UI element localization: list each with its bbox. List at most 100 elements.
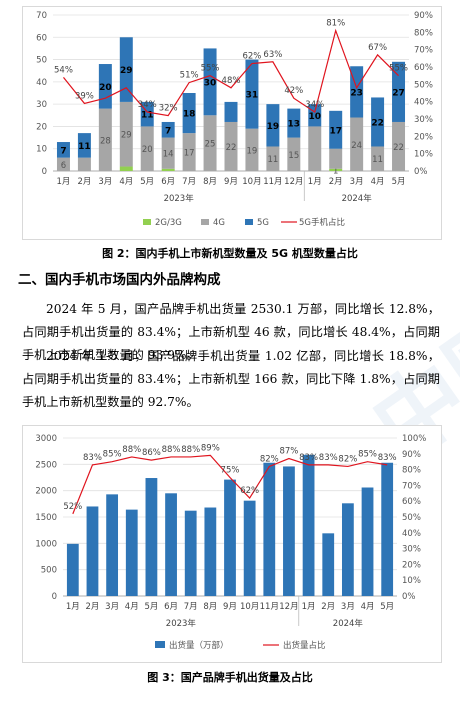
bar-label-4G: 20 <box>142 145 153 155</box>
legend-label: 5G <box>257 218 269 228</box>
bar-2G/3G <box>329 168 343 171</box>
line-label: 83% <box>378 453 397 463</box>
line-label: 62% <box>240 486 259 496</box>
chart-domestic-shipments-svg: 0 500 1000 1500 2000 2500 3000 0% 10% 20% 30% 40% 50… <box>35 434 426 651</box>
bar-label-5G: 11 <box>141 111 154 121</box>
legend-label: 出货量（万部） <box>169 640 229 651</box>
bar-label-5G: 7 <box>165 126 171 136</box>
line-shipment-share <box>72 454 388 515</box>
bar-shipment <box>263 462 276 596</box>
bar-label-5G: 27 <box>392 88 405 98</box>
bar-label-5G: 17 <box>329 126 342 136</box>
line-label: 34% <box>305 100 324 110</box>
bar-label-5G: 31 <box>246 91 259 101</box>
y-right-tick: 60% <box>402 497 421 507</box>
y-left-tick: 500 <box>41 566 57 576</box>
y-right-tick: 10% <box>402 576 421 586</box>
bar-4G <box>119 101 133 167</box>
bar-label-2G/3G: 1 <box>333 166 338 176</box>
year-label: 2024年 <box>342 193 373 204</box>
legend-swatch <box>201 219 209 225</box>
bar-label-5G: 11 <box>78 142 91 152</box>
x-tick-label: 6月 <box>164 602 178 612</box>
bar-shipment <box>243 500 256 596</box>
bar-shipment <box>165 493 177 596</box>
bar-4G <box>98 108 112 171</box>
y-left-tick: 20 <box>36 122 47 132</box>
line-label: 88% <box>122 445 141 455</box>
bar-shipment <box>283 466 295 596</box>
bar-label-4G: 6 <box>61 161 66 171</box>
x-tick-label: 7月 <box>184 602 198 612</box>
paragraph-jan-may: 2024 年 1-5 月，国产品牌手机出货量 1.02 亿部，同比增长 18.8… <box>22 349 440 409</box>
bar-5G <box>371 97 385 147</box>
y-right-tick: 80% <box>414 28 433 38</box>
bar-shipment <box>66 543 79 596</box>
line-label: 39% <box>75 91 94 101</box>
x-tick-label: 10月 <box>240 602 259 612</box>
bar-shipment <box>361 487 374 596</box>
line-label: 81% <box>326 19 345 29</box>
x-tick-label: 6月 <box>161 177 175 187</box>
bar-label-5G: 19 <box>267 122 280 132</box>
bar-label-4G: 29 <box>121 131 132 141</box>
x-tick-label: 9月 <box>224 177 238 187</box>
bar-5G <box>266 104 280 147</box>
y-right-tick: 0% <box>402 592 416 602</box>
bar-label-4G: 11 <box>267 155 278 165</box>
y-right-tick: 60% <box>414 63 433 73</box>
line-label: 88% <box>181 445 200 455</box>
bar-4G <box>371 146 385 171</box>
y-right-tick: 100% <box>402 434 426 444</box>
y-right-tick: 40% <box>402 529 421 539</box>
line-label: 85% <box>358 450 377 460</box>
x-tick-label: 5月 <box>380 602 394 612</box>
bar-label-4G: 24 <box>351 141 362 151</box>
legend-label: 5G手机占比 <box>299 217 345 228</box>
x-tick-label: 1月 <box>57 177 71 187</box>
bar-label-4G: 19 <box>247 146 258 156</box>
bar-shipment <box>322 533 335 596</box>
y-right-tick: 90% <box>414 11 433 21</box>
line-label: 63% <box>263 50 282 60</box>
x-tick-label: 9月 <box>223 602 237 612</box>
bar-4G <box>182 133 196 171</box>
bar-label-5G: 18 <box>183 110 196 120</box>
legend-label: 2G/3G <box>155 218 182 228</box>
bar-label-5G: 23 <box>350 88 363 98</box>
bar-shipment <box>125 509 138 596</box>
y-right-tick: 70% <box>402 481 421 491</box>
x-tick-label: 2月 <box>86 602 100 612</box>
bar-5G <box>245 59 259 129</box>
x-tick-label: 12月 <box>279 602 298 612</box>
y-right-tick: 80% <box>402 466 421 476</box>
line-label: 89% <box>201 443 220 453</box>
y-right-tick: 70% <box>414 46 433 56</box>
chart-new-models: 0 10 20 30 40 50 60 70 0% 10% 20% 30% 40% 50% 60% 70% 80… <box>22 6 442 240</box>
line-5g-share <box>63 28 399 117</box>
year-label: 2024年 <box>333 618 364 629</box>
line-label: 82% <box>338 454 357 464</box>
figure-3-caption: 图 3：国产品牌手机出货量及占比 <box>147 671 313 684</box>
bar-shipment <box>381 462 394 596</box>
y-left-tick: 2500 <box>35 460 57 470</box>
y-right-tick: 20% <box>414 132 433 142</box>
line-label: 67% <box>368 43 387 53</box>
bar-4G <box>350 117 364 171</box>
x-tick-label: 3月 <box>350 177 364 187</box>
bar-4G <box>266 146 280 171</box>
x-tick-label: 3月 <box>105 602 119 612</box>
bar-label-4G: 17 <box>184 149 195 159</box>
bar-label-5G: 29 <box>120 66 133 76</box>
x-tick-label: 5月 <box>140 177 154 187</box>
y-left-tick: 60 <box>36 33 47 43</box>
x-tick-label: 4月 <box>371 177 385 187</box>
line-label: 85% <box>103 450 122 460</box>
bar-4G <box>77 157 91 171</box>
x-tick-label: 12月 <box>284 177 303 187</box>
bar-label-4G: 22 <box>393 143 404 153</box>
bar-shipment <box>204 507 217 596</box>
year-label: 2023年 <box>164 193 195 204</box>
x-tick-label: 4月 <box>361 602 375 612</box>
bar-label-4G: 28 <box>100 136 111 146</box>
